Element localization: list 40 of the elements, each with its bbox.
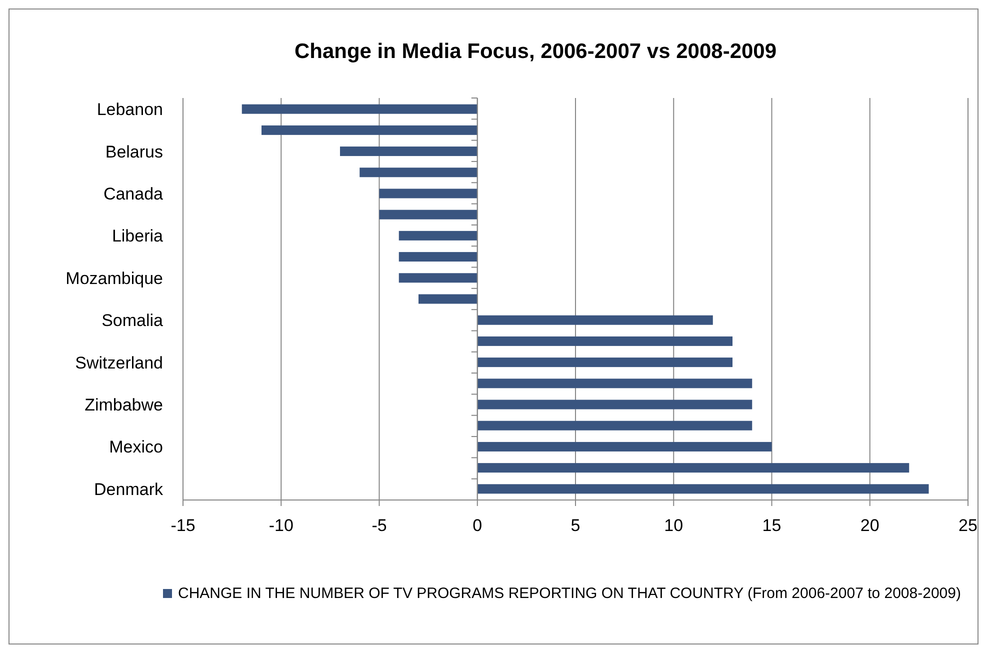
legend-label: CHANGE IN THE NUMBER OF TV PROGRAMS REPORTING ON THAT COUNTRY (From 2006-2007 to 2008-2009): [178, 585, 961, 602]
x-tick-label: 20: [860, 516, 880, 535]
x-tick-label: -10: [268, 516, 294, 535]
y-tick-label: Zimbabwe: [84, 396, 163, 415]
bar: [477, 420, 752, 430]
x-tick-label: 25: [958, 516, 978, 535]
bar: [477, 378, 752, 388]
bar: [398, 273, 478, 283]
y-tick-label: Somalia: [102, 311, 164, 330]
bar: [379, 188, 478, 198]
bar: [360, 168, 478, 178]
x-tick-label: 5: [570, 516, 580, 535]
y-tick-label: Mexico: [109, 438, 163, 457]
bar: [477, 336, 732, 346]
bar: [398, 230, 478, 240]
bar: [262, 125, 478, 135]
y-tick-label: Liberia: [112, 226, 164, 246]
y-tick-label: Lebanon: [96, 100, 163, 120]
y-tick-label: Switzerland: [75, 353, 163, 372]
bar: [477, 442, 772, 452]
bar: [477, 463, 910, 473]
y-tick-label: Canada: [103, 184, 164, 204]
y-tick-label: Denmark: [94, 480, 164, 499]
bar: [398, 252, 478, 262]
bar: [242, 104, 478, 114]
bar: [418, 294, 478, 304]
bar: [477, 400, 752, 410]
bar: [477, 484, 929, 494]
x-tick-label: -5: [372, 516, 387, 535]
x-tick-label: 0: [472, 516, 482, 535]
x-tick-label: 10: [664, 516, 684, 535]
y-tick-label: Mozambique: [66, 268, 163, 288]
bar: [379, 210, 478, 220]
x-tick-label: 15: [762, 516, 782, 535]
bar: [477, 358, 732, 368]
chart-title: Change in Media Focus, 2006-2007 vs 2008-2009: [294, 40, 777, 63]
bar: [340, 146, 478, 156]
x-tick-label: -15: [170, 516, 196, 535]
y-tick-label: Belarus: [105, 142, 163, 162]
bar: [477, 315, 713, 325]
